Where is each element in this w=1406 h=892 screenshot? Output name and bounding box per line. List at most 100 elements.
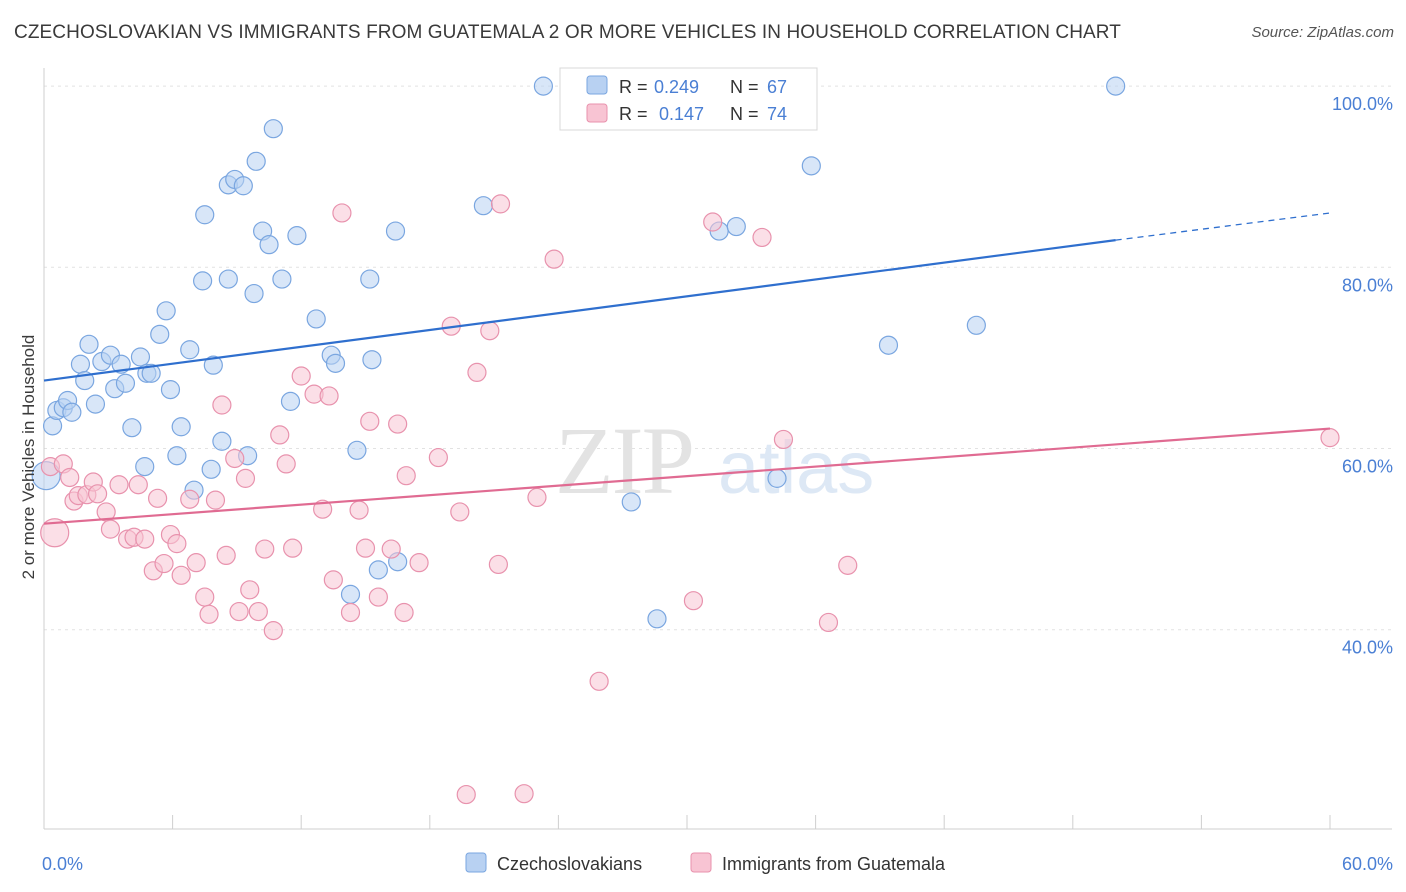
point-guatemala-21 xyxy=(171,565,191,585)
point-guatemala-51 xyxy=(388,414,408,434)
legend-n-label-1: N = xyxy=(730,77,759,97)
point-guatemala-32 xyxy=(240,580,260,600)
point-czechoslovakians-20 xyxy=(150,324,170,344)
point-czechoslovakians-21 xyxy=(156,301,176,321)
point-czechoslovakians-66 xyxy=(1106,76,1126,96)
point-czechoslovakians-42 xyxy=(272,269,292,289)
point-guatemala-68 xyxy=(703,212,723,232)
point-guatemala-22 xyxy=(180,489,200,509)
x-tick-labels: 0.0% 60.0% xyxy=(42,854,1393,874)
x-tick-label-1: 60.0% xyxy=(1342,854,1393,874)
axes xyxy=(43,68,1392,830)
legend-n-value-1: 67 xyxy=(767,77,787,97)
point-czechoslovakians-24 xyxy=(171,417,191,437)
point-guatemala-39 xyxy=(291,366,311,386)
point-czechoslovakians-63 xyxy=(801,156,821,176)
point-czechoslovakians-27 xyxy=(193,271,213,291)
point-guatemala-25 xyxy=(199,604,219,624)
legend-n-value-2: 74 xyxy=(767,104,787,124)
point-czechoslovakians-28 xyxy=(195,205,215,225)
point-czechoslovakians-45 xyxy=(306,309,326,329)
y-tick-labels: 40.0% 60.0% 80.0% 100.0% xyxy=(1332,94,1393,658)
point-guatemala-34 xyxy=(255,539,275,559)
point-guatemala-23 xyxy=(186,553,206,573)
point-guatemala-52 xyxy=(394,602,414,623)
point-czechoslovakians-51 xyxy=(362,350,382,370)
point-guatemala-1 xyxy=(40,518,70,548)
point-czechoslovakians-35 xyxy=(233,176,253,196)
trend-line-extension-0 xyxy=(1115,212,1331,241)
point-guatemala-59 xyxy=(467,362,487,382)
point-czechoslovakians-47 xyxy=(325,353,346,373)
legend-n-label-2: N = xyxy=(730,104,759,124)
zipatlas-watermark: ZIP atlas xyxy=(555,407,874,514)
point-czechoslovakians-8 xyxy=(79,334,99,354)
point-czechoslovakians-38 xyxy=(246,151,266,171)
y-tick-label-3: 100.0% xyxy=(1332,94,1393,114)
point-czechoslovakians-6 xyxy=(70,354,91,374)
point-czechoslovakians-40 xyxy=(259,235,279,255)
legend-r-label-2: R = xyxy=(619,104,648,124)
point-czechoslovakians-59 xyxy=(647,609,667,629)
point-guatemala-55 xyxy=(428,447,448,468)
point-czechoslovakians-48 xyxy=(340,584,361,604)
trend-line-guatemala xyxy=(43,427,1331,525)
chart-title: CZECHOSLOVAKIAN VS IMMIGRANTS FROM GUATE… xyxy=(14,22,1121,43)
point-czechoslovakians-37 xyxy=(244,283,264,304)
point-czechoslovakians-41 xyxy=(263,119,283,139)
point-guatemala-27 xyxy=(212,395,232,415)
point-czechoslovakians-62 xyxy=(767,468,787,488)
trend-line-czechoslovakians xyxy=(43,239,1116,382)
point-guatemala-26 xyxy=(205,490,226,510)
point-czechoslovakians-30 xyxy=(203,355,223,375)
point-czechoslovakians-56 xyxy=(533,76,553,96)
point-guatemala-33 xyxy=(248,601,268,622)
point-guatemala-65 xyxy=(544,249,564,269)
source-credit: Source: ZipAtlas.com xyxy=(1251,24,1394,41)
point-guatemala-48 xyxy=(360,411,380,431)
legend-bottom-swatch-czechoslovakians xyxy=(465,852,487,873)
trend-lines xyxy=(43,212,1331,525)
point-guatemala-71 xyxy=(818,612,839,633)
point-czechoslovakians-52 xyxy=(368,560,388,580)
point-guatemala-73 xyxy=(1320,428,1340,448)
point-guatemala-8 xyxy=(87,484,108,504)
point-czechoslovakians-43 xyxy=(280,391,301,411)
point-guatemala-24 xyxy=(195,587,215,607)
point-czechoslovakians-14 xyxy=(115,373,136,393)
point-guatemala-41 xyxy=(313,499,333,519)
point-guatemala-58 xyxy=(456,784,476,805)
point-czechoslovakians-25 xyxy=(180,340,200,360)
point-guatemala-30 xyxy=(229,601,249,622)
y-tick-label-1: 60.0% xyxy=(1342,457,1393,477)
point-guatemala-66 xyxy=(589,671,609,691)
point-guatemala-72 xyxy=(838,555,858,575)
point-czechoslovakians-16 xyxy=(130,347,151,367)
point-guatemala-29 xyxy=(225,448,245,469)
point-guatemala-46 xyxy=(349,500,369,520)
point-guatemala-20 xyxy=(167,534,187,554)
point-czechoslovakians-29 xyxy=(201,459,221,479)
point-guatemala-3 xyxy=(60,467,80,488)
legend-swatch-guatemala xyxy=(586,103,608,123)
point-guatemala-42 xyxy=(319,386,339,406)
point-czechoslovakians-5 xyxy=(62,402,82,422)
point-czechoslovakians-61 xyxy=(726,216,746,237)
point-guatemala-54 xyxy=(409,553,429,573)
point-czechoslovakians-53 xyxy=(385,221,406,241)
point-czechoslovakians-15 xyxy=(122,418,142,438)
point-guatemala-14 xyxy=(128,475,148,495)
point-guatemala-36 xyxy=(270,425,290,445)
point-czechoslovakians-44 xyxy=(287,226,307,246)
point-czechoslovakians-49 xyxy=(347,440,367,460)
point-guatemala-37 xyxy=(276,454,296,474)
point-czechoslovakians-64 xyxy=(878,335,899,355)
point-czechoslovakians-55 xyxy=(473,196,493,216)
point-guatemala-70 xyxy=(773,429,794,450)
point-guatemala-18 xyxy=(154,553,174,574)
point-czechoslovakians-19 xyxy=(141,363,161,383)
point-guatemala-11 xyxy=(109,475,129,495)
point-guatemala-17 xyxy=(147,488,168,508)
point-guatemala-35 xyxy=(263,620,283,641)
